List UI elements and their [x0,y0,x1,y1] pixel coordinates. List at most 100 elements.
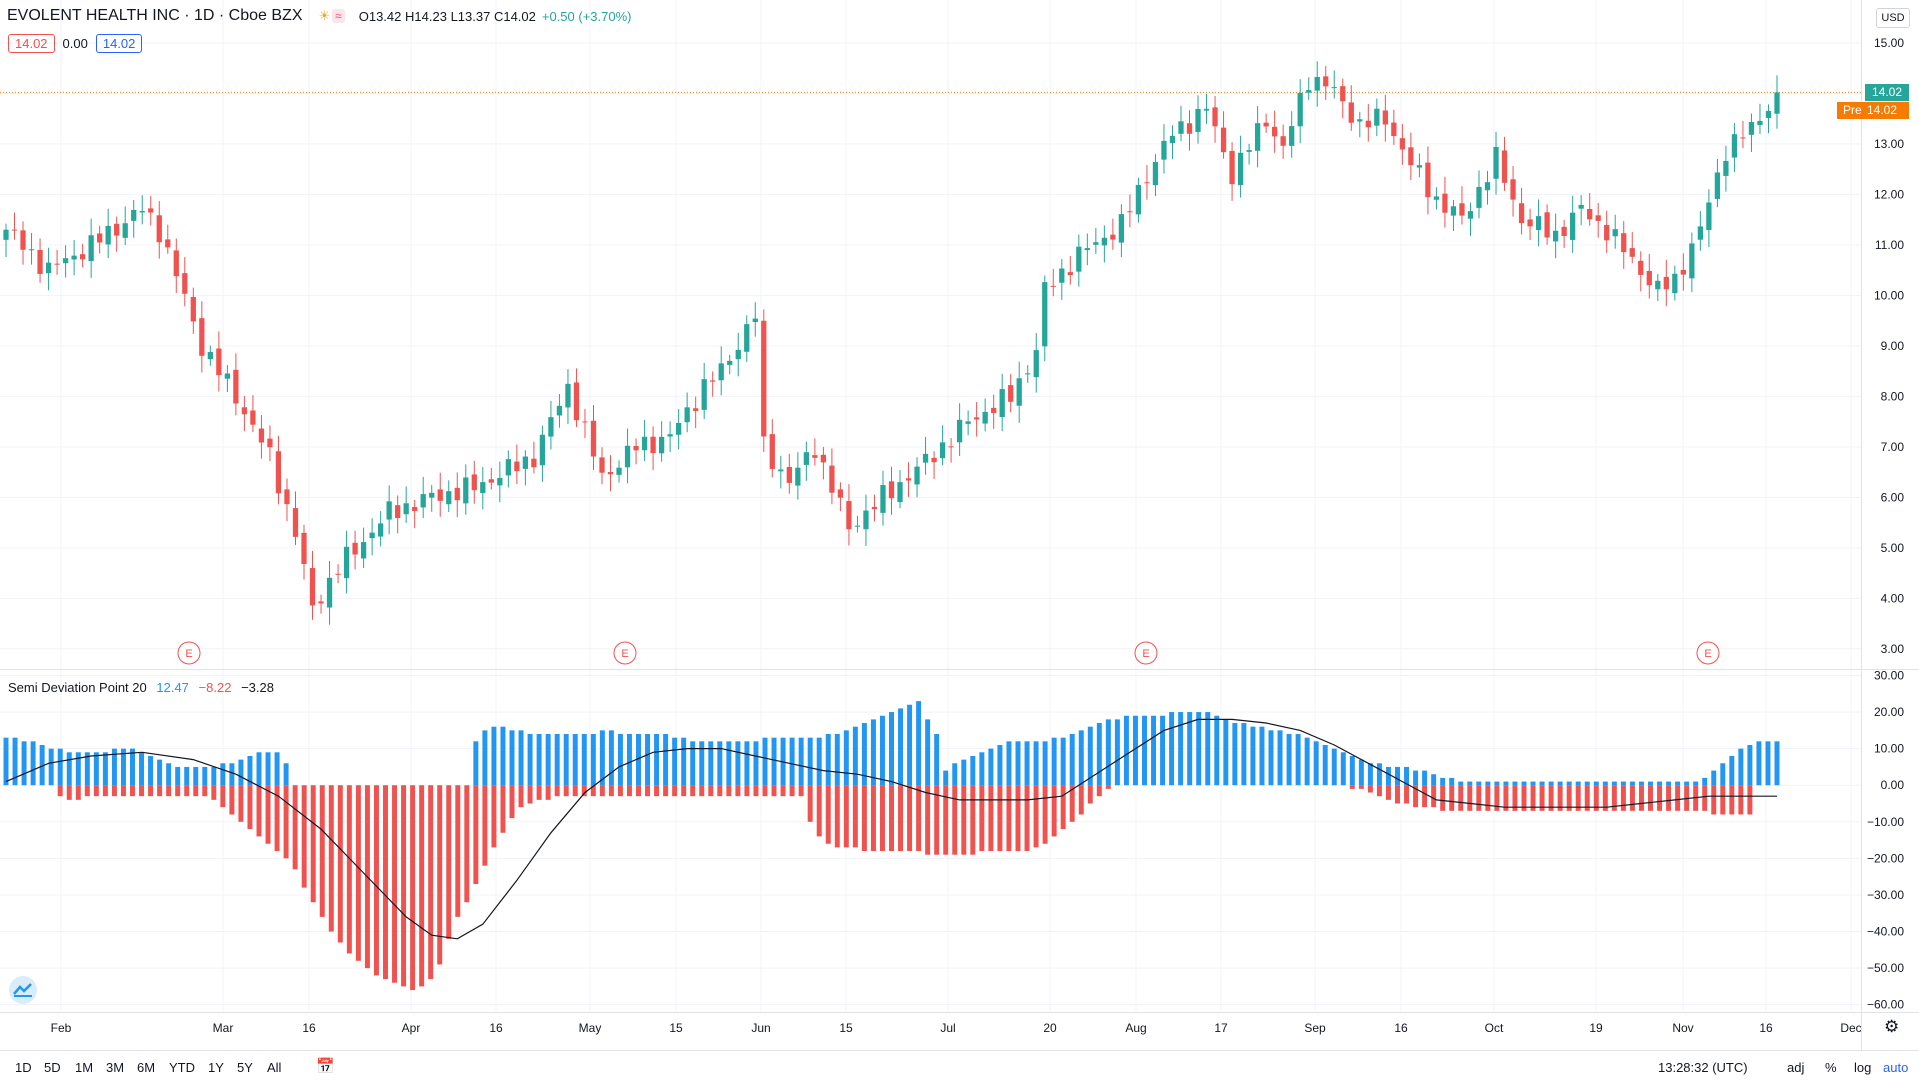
go-to-date-icon[interactable]: 📅 [316,1058,335,1075]
hist-bar-negative [1105,785,1111,789]
hist-bar-positive [1620,781,1626,786]
candle-body [403,503,409,515]
range-5y[interactable]: 5Y [237,1060,253,1075]
log-toggle[interactable]: log [1854,1060,1872,1075]
range-all[interactable]: All [267,1060,282,1075]
candle-body [693,408,699,411]
candle-body [1127,211,1133,213]
candle-body [471,474,477,491]
hist-bar-positive [1702,777,1708,786]
symbol-header: EVOLENT HEALTH INC · 1D · Cboe BZX ☀ ≈ O… [7,7,632,25]
candle-body [795,467,801,486]
hist-bar-positive [1638,781,1644,786]
tradingview-logo[interactable] [9,976,37,1004]
hist-bar-positive [1096,723,1102,786]
candle-body [1246,150,1252,152]
hist-bar-negative [337,785,343,943]
hist-bar-positive [753,741,759,786]
hist-bar-positive [825,734,831,786]
hist-bar-negative [428,785,434,980]
price-tick-label: 9.00 [1881,339,1905,353]
range-1d[interactable]: 1D [15,1060,32,1075]
candle-body [710,380,716,382]
hist-bar-negative [346,785,352,954]
range-6m[interactable]: 6M [137,1060,156,1075]
candle-body [207,352,213,360]
hist-bar-positive [211,766,217,786]
indicator-legend[interactable]: Semi Deviation Point 20 12.47 −8.22 −3.2… [8,680,274,695]
hist-bar-negative [626,785,632,797]
symbol-title[interactable]: EVOLENT HEALTH INC · 1D · Cboe BZX [7,7,303,24]
candle-body [343,546,350,579]
hist-bar-positive [599,730,605,786]
range-1m[interactable]: 1M [75,1060,94,1075]
candle-body [1757,120,1763,126]
x-tick-label: 16 [1394,1021,1408,1035]
hist-bar-negative [175,785,181,797]
candle-body [156,215,162,243]
hist-bar-positive [148,755,154,786]
candle-body [590,420,597,457]
candle-body [1672,273,1678,294]
candle-body [1765,110,1772,118]
hist-bar-positive [654,734,660,786]
candle-body [1740,137,1746,139]
hist-bar-negative [1747,785,1753,815]
hist-bar-negative [1593,785,1599,811]
hist-bar-positive [1648,781,1653,786]
hist-bar-positive [1069,734,1075,786]
hist-bar-positive [545,734,551,786]
hist-bar-negative [283,785,289,859]
range-5d[interactable]: 5D [44,1060,61,1075]
hist-bar-positive [265,752,271,786]
hist-bar-negative [1349,785,1355,789]
hist-bar-negative [1521,785,1527,811]
hist-bar-negative [645,785,651,797]
last-price-tag: 14.02 [1865,84,1909,101]
candle-body [599,457,605,473]
hist-bar-positive [1476,781,1482,786]
hist-bar-negative [545,785,551,800]
candle-body [1101,237,1107,246]
candle-body [641,436,648,451]
hist-bar-positive [717,741,723,786]
hist-bar-positive [1331,748,1337,786]
hist-bar-negative [1404,785,1410,804]
hist-bar-positive [1051,737,1057,786]
currency-label[interactable]: USD [1876,8,1910,28]
range-3m[interactable]: 3M [106,1060,125,1075]
clock-time[interactable]: 13:28:32 (UTC) [1658,1060,1748,1075]
hist-bar-positive [1404,766,1410,786]
hist-bar-negative [1485,785,1491,811]
candle-body [3,229,9,240]
percent-toggle[interactable]: % [1825,1060,1837,1075]
hist-bar-negative [1024,785,1030,852]
hist-bar-positive [1675,781,1681,786]
x-tick-label: Mar [213,1021,234,1035]
hist-bar-negative [870,785,876,852]
candle-body [974,417,980,420]
hist-bar-positive [879,715,885,786]
hist-bar-negative [1539,785,1545,811]
hist-bar-negative [229,785,235,815]
settings-gear-icon[interactable]: ⚙ [1884,1017,1900,1036]
auto-toggle[interactable]: auto [1883,1060,1909,1075]
candle-body [1638,260,1644,275]
bid-badge[interactable]: 14.02 [8,34,55,53]
range-1y[interactable]: 1Y [208,1060,224,1075]
candle-body [1714,172,1721,199]
ask-badge[interactable]: 14.02 [95,34,143,53]
adj-toggle[interactable]: adj [1787,1060,1805,1075]
hist-bar-negative [708,785,714,797]
candle-body [250,410,256,425]
hist-bar-negative [57,785,63,797]
candle-body [1425,162,1431,198]
bottom-toolbar: 1D 5D 1M 3M 6M YTD 1Y 5Y All 📅 13:28:32 … [0,1050,1919,1081]
hist-bar-positive [1413,770,1419,786]
hist-bar-positive [84,752,90,786]
hist-bar-negative [798,785,804,797]
candle-body [54,263,60,265]
hist-bar-negative [84,785,90,797]
range-ytd[interactable]: YTD [169,1060,195,1075]
